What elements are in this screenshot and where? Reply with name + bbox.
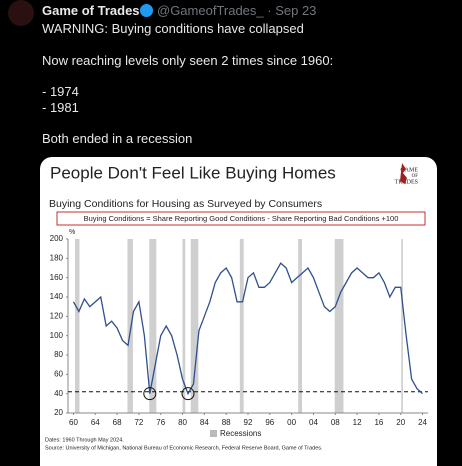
x-tick-label: 00 [287, 418, 296, 427]
author-handle[interactable]: @GameofTrades_ · Sep 23 [157, 3, 317, 18]
logo-text: TRADES [395, 179, 418, 185]
recession-band [401, 239, 403, 413]
logo-icon [400, 163, 407, 184]
recession-band [127, 239, 133, 413]
recession-band [239, 239, 244, 413]
logo-text: OF [412, 174, 419, 179]
tweet-line: WARNING: Buying conditions have collapse… [42, 21, 304, 36]
x-tick-label: 12 [353, 418, 362, 427]
x-tick-label: 76 [156, 418, 165, 427]
verified-badge [140, 4, 153, 17]
avatar[interactable] [8, 0, 34, 26]
y-axis-label: % [69, 229, 75, 236]
y-tick-label: 120 [50, 311, 64, 320]
y-tick-label: 60 [54, 369, 63, 378]
recession-band [182, 239, 186, 413]
x-tick-label: 96 [265, 418, 274, 427]
x-tick-label: 88 [222, 418, 231, 427]
tweet-line: - 1981 [42, 100, 79, 115]
highlight-circle [143, 387, 157, 401]
note: Source: University of Michigan, National… [45, 445, 323, 451]
x-tick-label: 92 [244, 418, 253, 427]
recession-band [190, 239, 199, 413]
x-tick-label: 80 [178, 418, 187, 427]
image-card[interactable]: People Don't Feel Like Buying Homes GAME… [40, 157, 437, 466]
chart-subtitle: Buying Conditions for Housing as Surveye… [49, 198, 322, 210]
tweet-line: Now reaching levels only seen 2 times si… [42, 53, 334, 68]
x-tick-label: 16 [374, 418, 383, 427]
chart-title: People Don't Feel Like Buying Homes [50, 163, 336, 182]
y-tick-label: 200 [50, 234, 64, 243]
legend-label: Recessions [220, 429, 261, 438]
x-tick-label: 24 [418, 418, 427, 427]
recession-band [334, 239, 344, 413]
x-tick-label: 84 [200, 418, 209, 427]
highlight-circle [181, 387, 195, 401]
y-tick-label: 140 [50, 292, 64, 301]
x-tick-label: 68 [113, 418, 122, 427]
y-tick-label: 160 [50, 273, 64, 282]
formula-box [56, 211, 426, 226]
y-tick-label: 40 [54, 389, 63, 398]
recession-band [298, 239, 302, 413]
formula: Buying Conditions = Share Reporting Good… [84, 214, 399, 223]
chart: People Don't Feel Like Buying Homes GAME… [45, 163, 428, 451]
logo-text: GAME [400, 167, 418, 173]
recession-band [75, 239, 80, 413]
x-tick-label: 04 [309, 418, 318, 427]
author-name[interactable]: Game of Trades [42, 3, 140, 18]
data-line [72, 262, 423, 396]
x-tick-label: 20 [396, 418, 405, 427]
x-tick-label: 72 [134, 418, 143, 427]
note: Dates: 1960 Through May 2024. [45, 437, 124, 443]
tweet-line: - 1974 [42, 84, 79, 99]
recession-band [149, 239, 157, 413]
y-tick-label: 80 [54, 350, 63, 359]
y-tick-label: 100 [50, 331, 64, 340]
x-tick-label: 64 [91, 418, 100, 427]
x-tick-label: 60 [69, 418, 78, 427]
y-tick-label: 180 [50, 253, 64, 262]
tweet-line: Both ended in a recession [42, 131, 193, 146]
x-tick-label: 08 [331, 418, 340, 427]
y-tick-label: 20 [54, 408, 63, 417]
legend-swatch [210, 430, 217, 437]
